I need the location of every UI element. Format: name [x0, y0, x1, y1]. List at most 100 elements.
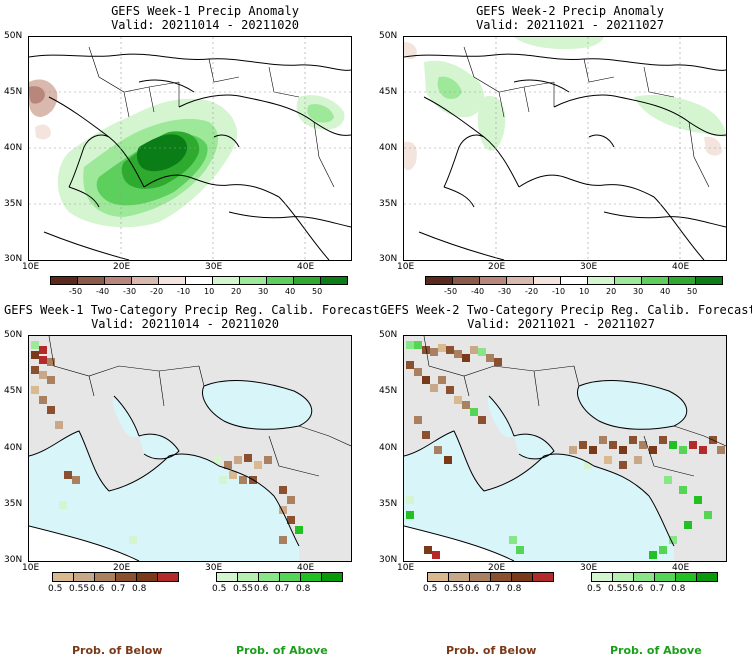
lon-label: 10E	[22, 563, 40, 573]
colorbar-swatch	[533, 276, 561, 285]
lon-label: 20E	[113, 563, 131, 573]
sea-black	[577, 380, 687, 430]
map-svg	[404, 336, 726, 561]
lon-label: 10E	[397, 563, 415, 573]
lon-label: 10E	[22, 262, 40, 272]
lat-label: 30N	[379, 254, 398, 264]
colorbar-swatch	[320, 276, 348, 285]
colorbar-swatch	[77, 276, 105, 285]
lat-label: 35N	[379, 499, 398, 509]
colorbar-swatch	[506, 276, 534, 285]
sea-aegean	[514, 434, 554, 459]
lat-label: 50N	[4, 330, 23, 340]
lat-label: 45N	[4, 386, 23, 396]
panel-title: GEFS Week-2 Precip Anomaly	[476, 4, 664, 18]
lat-label: 50N	[379, 330, 398, 340]
lon-label: 30E	[205, 262, 223, 272]
colorbar-label: 50	[312, 287, 323, 296]
colorbar-swatch	[279, 572, 301, 582]
colorbar-swatch	[560, 276, 588, 285]
colorbar-label: 30	[258, 287, 269, 296]
map-week2-anomaly	[403, 36, 727, 261]
colorbar-swatch	[452, 276, 480, 285]
colorbar-swatch	[239, 276, 267, 285]
colorbar-label: 40	[285, 287, 296, 296]
panel-valid: Valid: 20211014 - 20211020	[111, 18, 299, 32]
lat-label: 30N	[4, 254, 23, 264]
coastlines	[404, 53, 726, 260]
colorbar-label: 0.5	[423, 584, 438, 594]
colorbar-swatch	[293, 276, 321, 285]
prob-grid-cells	[31, 341, 303, 544]
prob-grid-cells	[406, 341, 725, 559]
lon-label: 40E	[297, 563, 315, 573]
lon-label: 20E	[488, 563, 506, 573]
colorbar-label: 0.6	[254, 584, 269, 594]
colorbar-label: 0.7	[275, 584, 290, 594]
colorbar-label: 0.6	[90, 584, 105, 594]
map-svg	[29, 37, 351, 260]
colorbar-label: 40	[660, 287, 671, 296]
sea-adriatic	[112, 396, 139, 438]
map-week2-prob	[403, 335, 727, 562]
colorbar-label: 0.7	[650, 584, 665, 594]
colorbar-swatch	[668, 276, 696, 285]
colorbar-label: 0.5	[48, 584, 63, 594]
colorbar-swatch	[157, 572, 179, 582]
colorbar-swatch	[73, 572, 95, 582]
coastlines	[29, 53, 351, 260]
map-svg	[29, 336, 351, 561]
prob-below-label: Prob. of Below	[446, 644, 537, 657]
borders	[48, 336, 351, 477]
lat-label: 35N	[4, 199, 23, 209]
colorbar-label: 0.55	[444, 584, 465, 594]
lat-label: 50N	[379, 31, 398, 41]
colorbar-swatch	[136, 572, 158, 582]
colorbar-label: 20	[606, 287, 617, 296]
colorbar-swatch	[237, 572, 259, 582]
prob-above-label: Prob. of Above	[236, 644, 328, 657]
lat-label: 30N	[379, 555, 398, 565]
panel-title: GEFS Week-1 Two-Category Precip Reg. Cal…	[4, 303, 380, 317]
colorbar-label: 0.6	[465, 584, 480, 594]
sea-black	[202, 380, 312, 430]
colorbar-label: 0.7	[486, 584, 501, 594]
colorbar-swatch	[633, 572, 655, 582]
lon-label: 20E	[488, 262, 506, 272]
colorbar-swatch	[587, 276, 615, 285]
lon-label: 40E	[672, 563, 690, 573]
colorbar-swatch	[511, 572, 533, 582]
colorbar-swatch	[321, 572, 343, 582]
colorbar-label: 0.55	[608, 584, 629, 594]
map-week1-prob	[28, 335, 352, 562]
panel-title: GEFS Week-1 Precip Anomaly	[111, 4, 299, 18]
lat-label: 40N	[379, 443, 398, 453]
colorbar-label: 0.7	[111, 584, 126, 594]
colorbar-label: 0.8	[671, 584, 686, 594]
colorbar-label: -50	[69, 287, 83, 296]
colorbar-label: -40	[96, 287, 110, 296]
lat-label: 50N	[4, 31, 23, 41]
colorbar-label: 30	[633, 287, 644, 296]
colorbar-label: -20	[525, 287, 539, 296]
panel-valid: Valid: 20211014 - 20211020	[91, 317, 279, 331]
colorbar-swatch	[490, 572, 512, 582]
colorbar-label: 0.6	[629, 584, 644, 594]
prob-above-label: Prob. of Above	[610, 644, 702, 657]
lat-label: 45N	[379, 386, 398, 396]
colorbar-swatch	[104, 276, 132, 285]
lat-label: 45N	[379, 87, 398, 97]
prob-below-label: Prob. of Below	[72, 644, 163, 657]
lat-label: 40N	[4, 443, 23, 453]
colorbar-swatch	[695, 276, 723, 285]
panel-valid: Valid: 20211021 - 20211027	[476, 18, 664, 32]
colorbar-label: 0.55	[69, 584, 90, 594]
colorbar-swatch	[641, 276, 669, 285]
colorbar-swatch	[158, 276, 186, 285]
colorbar-swatch	[532, 572, 554, 582]
colorbar-label: 50	[687, 287, 698, 296]
lat-label: 35N	[379, 199, 398, 209]
colorbar-label: 10	[204, 287, 215, 296]
sea-mediterranean	[404, 431, 674, 561]
colorbar-swatch	[469, 572, 491, 582]
